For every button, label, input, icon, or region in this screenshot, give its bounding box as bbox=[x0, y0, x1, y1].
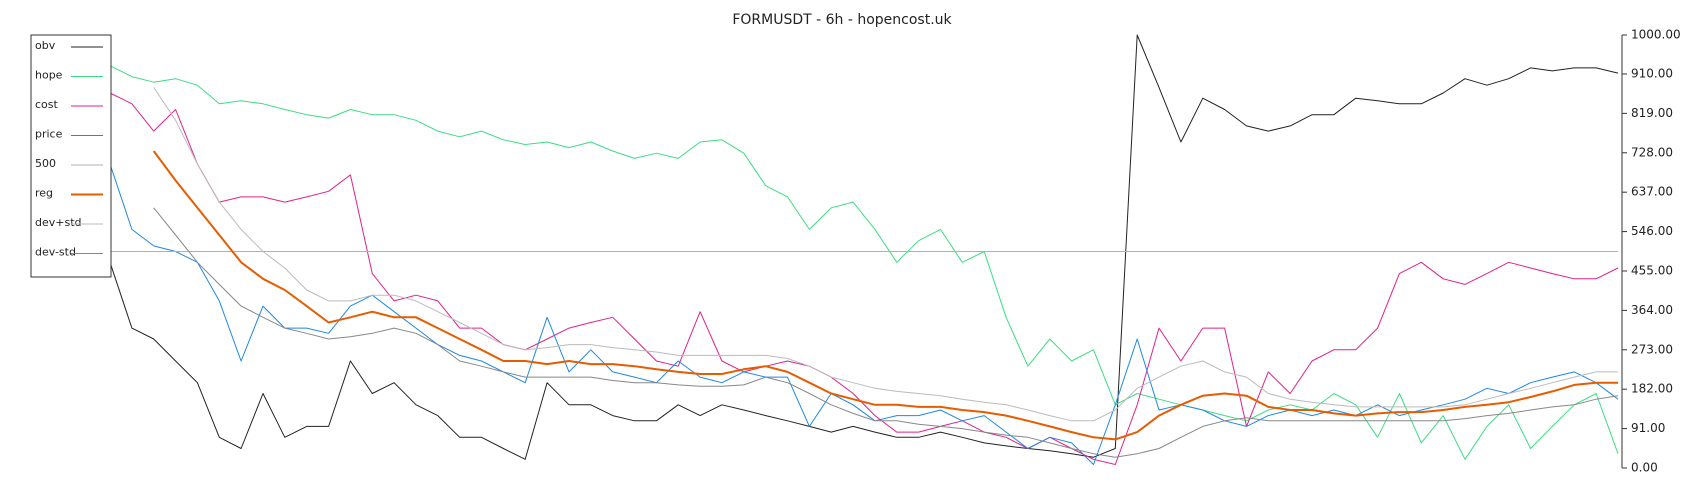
series-line bbox=[109, 34, 1619, 460]
legend-label: dev-std bbox=[35, 246, 76, 259]
legend-label: 500 bbox=[35, 157, 56, 170]
y-tick-label: 728.00 bbox=[1631, 145, 1673, 159]
y-tick-label: 455.00 bbox=[1631, 263, 1673, 277]
y-tick-label: 637.00 bbox=[1631, 185, 1673, 199]
plot-lines bbox=[109, 34, 1619, 465]
y-tick-label: 910.00 bbox=[1631, 66, 1673, 80]
y-tick-label: 91.00 bbox=[1631, 421, 1665, 435]
legend-label: reg bbox=[35, 187, 53, 200]
legend: obv hope cost price 500 reg dev+std dev-std bbox=[30, 34, 112, 278]
y-tick-label: 364.00 bbox=[1631, 303, 1673, 317]
legend-label: dev+std bbox=[35, 216, 82, 229]
series-line bbox=[109, 92, 1619, 465]
legend-label: hope bbox=[35, 69, 63, 82]
y-tick-label: 182.00 bbox=[1631, 382, 1673, 396]
legend-label: price bbox=[35, 128, 63, 141]
y-tick-label: 1000.00 bbox=[1631, 28, 1681, 42]
series-line bbox=[153, 207, 1619, 458]
y-tick-label: 546.00 bbox=[1631, 224, 1673, 238]
legend-label: obv bbox=[35, 39, 56, 52]
series-line bbox=[152, 150, 1618, 441]
y-tick-label: 0.00 bbox=[1631, 461, 1658, 475]
legend-box bbox=[30, 34, 112, 278]
series-line bbox=[153, 87, 1618, 422]
series-line bbox=[109, 65, 1619, 460]
y-tick-label: 819.00 bbox=[1631, 106, 1673, 120]
legend-label: cost bbox=[35, 98, 59, 111]
series-line bbox=[109, 163, 1619, 465]
chart-title: FORMUSDT - 6h - hopencost.uk bbox=[732, 12, 952, 28]
y-tick-label: 273.00 bbox=[1631, 342, 1673, 356]
